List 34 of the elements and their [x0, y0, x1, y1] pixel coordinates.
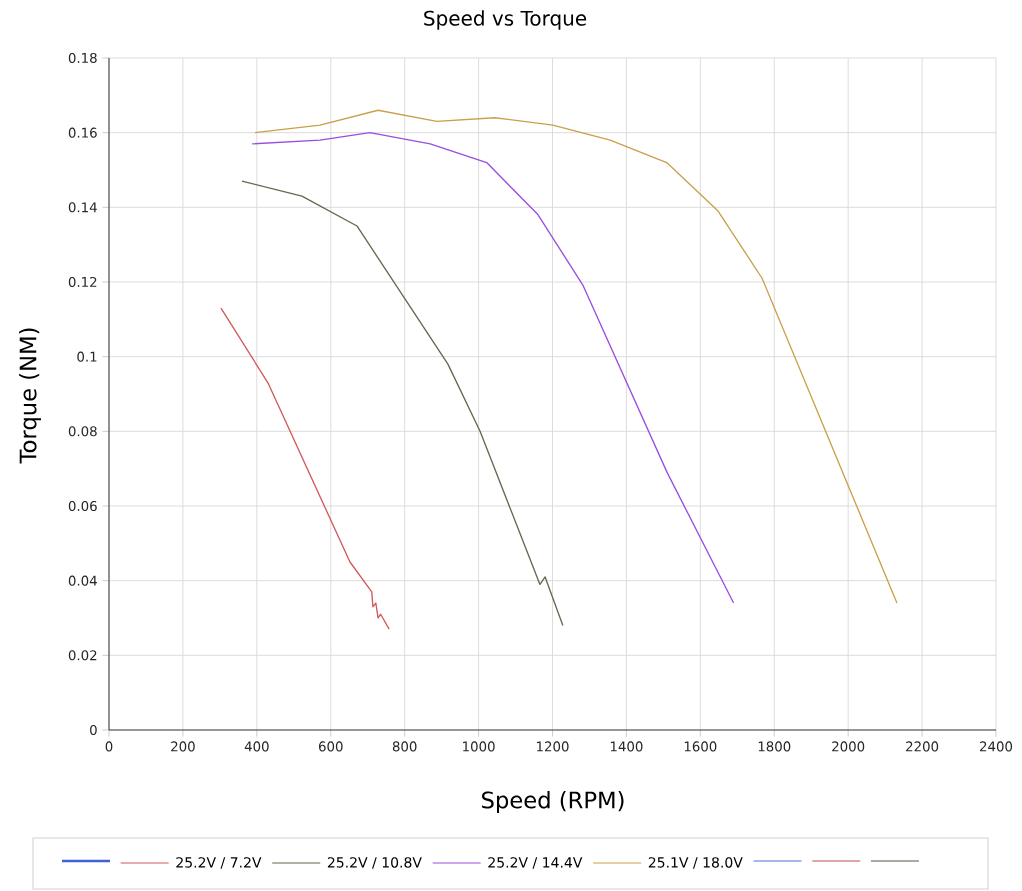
x-tick-label: 1000	[463, 741, 495, 752]
y-tick-label: 0.02	[68, 650, 97, 661]
y-tick-label: 0	[90, 724, 97, 736]
x-tick-label: 400	[244, 741, 269, 752]
x-tick-label: 2000	[832, 741, 865, 752]
y-axis-title: Torque (NM)	[19, 328, 41, 464]
legend-label: 25.2V / 10.8V	[327, 857, 422, 869]
legend-label: 25.2V / 14.4V	[488, 857, 583, 869]
line-series	[254, 109, 898, 604]
x-tick-label: 1800	[758, 741, 791, 752]
y-tick-label: 0.08	[68, 426, 97, 437]
y-tick-label: 0.1	[77, 351, 97, 362]
x-tick-label: 600	[318, 741, 343, 752]
y-tick-label: 0.06	[68, 500, 97, 512]
y-tick-label: 0.04	[68, 575, 97, 586]
y-tick-label: 0.14	[68, 202, 97, 213]
y-tick-label: 0.16	[68, 127, 97, 138]
line-series	[251, 131, 735, 604]
line-series	[220, 307, 390, 630]
legend-label: 25.2V / 7.2V	[176, 857, 262, 869]
x-tick-label: 1600	[684, 741, 717, 752]
x-tick-label: 1400	[610, 741, 643, 752]
legend-label: 25.1V / 18.0V	[648, 857, 743, 869]
x-axis-title: Speed (RPM)	[482, 791, 624, 813]
chart-title: Speed vs Torque	[424, 10, 587, 30]
y-tick-label: 0.18	[68, 52, 97, 64]
line-series	[241, 180, 564, 627]
x-tick-label: 1200	[537, 741, 569, 752]
x-tick-label: 2200	[906, 741, 939, 752]
x-tick-label: 0	[105, 741, 113, 752]
y-tick-label: 0.12	[68, 276, 97, 288]
x-tick-label: 800	[392, 741, 417, 752]
x-tick-label: 2400	[980, 741, 1013, 752]
x-tick-label: 200	[171, 741, 195, 752]
